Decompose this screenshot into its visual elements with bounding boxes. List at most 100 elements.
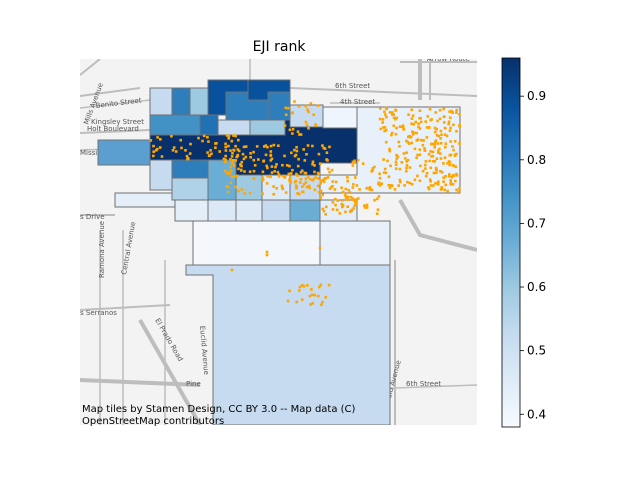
facility-point [156,136,159,139]
facility-point [442,107,445,111]
tract-polygon [192,220,321,266]
facility-point [377,195,381,198]
facility-point [158,146,162,149]
facility-point [230,139,234,143]
facility-point [323,147,327,150]
facility-point [281,163,284,167]
map-area: 6th Street 4th Street Arrow Route Benito… [80,59,477,425]
facility-point [312,177,316,181]
attribution-line-2: OpenStreetMap contributors [82,416,224,427]
facility-point [405,151,408,154]
facility-point [237,149,241,153]
facility-point [431,159,435,163]
tract-polygon [171,87,191,116]
facility-point [232,134,235,137]
facility-point [344,194,347,197]
facility-point [354,201,357,205]
facility-point [248,191,252,195]
facility-point [225,134,229,137]
facility-point [230,155,234,158]
facility-point [365,206,369,209]
facility-point [291,111,294,114]
facility-point [308,294,312,298]
label-holt-boulevard: Holt Boulevard [87,125,139,133]
facility-point [295,300,298,304]
facility-point [333,188,337,191]
facility-point [311,302,314,305]
facility-point [397,140,401,144]
facility-point [351,164,355,167]
facility-point [418,148,422,151]
facility-point [352,207,355,210]
tract-polygon [249,119,286,136]
facility-point [207,140,210,143]
facility-point [331,180,335,183]
label-6th-street-bottom: 6th Street [406,380,441,388]
facility-point [440,186,443,189]
facility-point [439,157,443,160]
facility-point [269,159,273,162]
facility-point [237,138,240,142]
facility-point [382,126,385,129]
facility-point [230,268,234,272]
facility-point [442,176,445,179]
facility-point [436,149,440,153]
facility-point [215,142,218,145]
facility-point [407,113,410,116]
facility-point [455,108,458,112]
facility-point [313,164,316,167]
facility-point [351,186,355,189]
facility-point [402,152,406,155]
facility-point [326,159,329,162]
facility-point [438,108,442,112]
facility-point [444,142,448,145]
facility-point [298,181,302,184]
facility-point [394,163,398,166]
facility-point [435,157,439,160]
facility-point [371,169,374,172]
facility-point [410,108,414,112]
facility-point [451,173,455,177]
colorbar-tick-label: 0.8 [527,153,546,167]
facility-point [305,123,309,127]
facility-point [420,138,423,142]
facility-point [446,189,449,193]
facility-point [440,133,443,136]
facility-point [431,184,435,187]
facility-point [454,165,458,169]
facility-point [243,170,246,173]
facility-point [405,164,409,167]
facility-point [425,172,429,175]
facility-point [257,158,260,161]
facility-point [438,117,442,121]
facility-point [309,303,312,306]
facility-point [423,147,426,150]
facility-point [296,174,299,177]
label-kingsley-street: Kingsley Street [91,118,144,126]
facility-point [230,175,234,179]
facility-point [398,145,401,148]
facility-point [293,100,296,103]
facility-point [304,120,308,124]
facility-point [320,303,323,306]
facility-point [346,198,349,201]
facility-point [288,179,292,183]
facility-point [384,113,387,116]
facility-point [318,285,321,289]
facility-point [385,115,388,119]
facility-point [434,168,438,171]
facility-point [322,146,325,150]
facility-point [338,212,342,215]
facility-point [234,134,237,138]
facility-point [270,165,274,168]
facility-point [430,118,433,121]
facility-point [293,180,297,184]
facility-point [356,158,360,162]
facility-point [388,111,392,114]
facility-point [313,293,317,297]
facility-point [232,148,235,152]
facility-point [423,163,427,167]
facility-point [291,128,295,131]
facility-point [451,183,455,186]
facility-point [433,126,437,130]
